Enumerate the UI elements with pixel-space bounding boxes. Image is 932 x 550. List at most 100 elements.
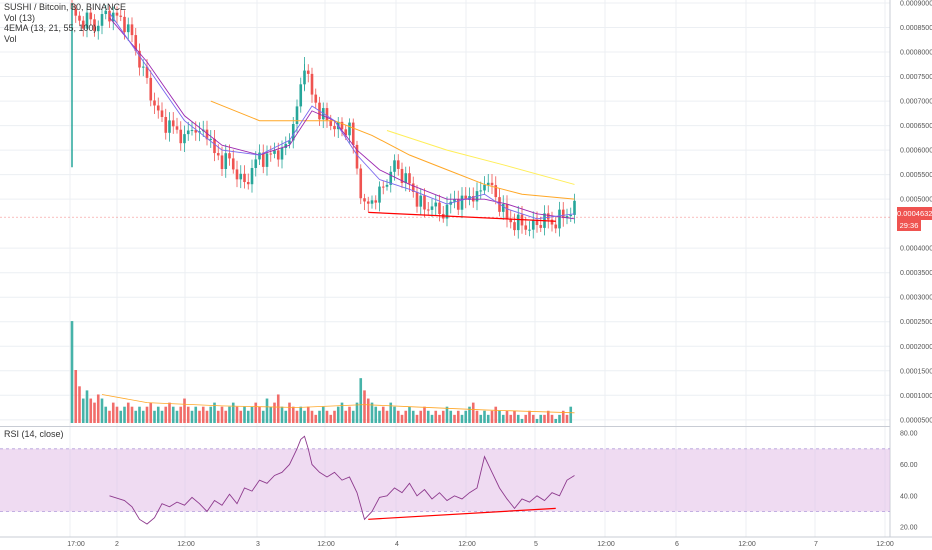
volume-bar-73 xyxy=(344,410,348,423)
rsi-legend[interactable]: RSI (14, close) xyxy=(4,429,64,439)
volume-bar-47 xyxy=(246,410,250,423)
candle-body-5 xyxy=(89,12,93,20)
volume-bar-64 xyxy=(310,410,314,423)
volume-bar-28 xyxy=(175,410,179,423)
volume-bar-23 xyxy=(156,406,160,423)
volume-bar-89 xyxy=(404,410,408,423)
candle-body-52 xyxy=(265,153,269,167)
candle-body-110 xyxy=(483,184,486,191)
candle-body-121 xyxy=(524,225,528,230)
volume-bar-33 xyxy=(194,406,198,423)
candle-body-79 xyxy=(366,201,370,204)
time-axis-label-5: 4 xyxy=(395,541,399,548)
candle-body-24 xyxy=(160,110,164,117)
candle-body-87 xyxy=(396,160,400,169)
volume-bar-100 xyxy=(445,406,449,423)
volume-bar-131 xyxy=(561,410,565,423)
candle-body-105 xyxy=(464,195,468,200)
candle-body-125 xyxy=(539,225,543,228)
candle-body-53 xyxy=(269,153,273,155)
volume-bar-98 xyxy=(438,414,441,423)
volume-bar-113 xyxy=(494,406,498,423)
candle-body-2 xyxy=(78,15,81,21)
ema-legend[interactable]: 4EMA (13, 21, 55, 100) xyxy=(4,23,97,33)
volume-bar-114 xyxy=(498,410,501,423)
volume-bar-45 xyxy=(239,410,243,423)
volume-bar-8 xyxy=(100,398,104,423)
candle-body-27 xyxy=(171,120,175,127)
volume-bar-29 xyxy=(179,406,183,423)
time-axis-label-12: 12:00 xyxy=(876,541,894,548)
candle-body-85 xyxy=(389,171,393,185)
volume-bar-54 xyxy=(273,402,276,423)
symbol-title[interactable]: SUSHI / Bitcoin, 30, BINANCE xyxy=(4,2,127,12)
candle-body-131 xyxy=(561,209,565,219)
candle-body-51 xyxy=(261,152,265,167)
price-axis-label-2: 0.0008000 xyxy=(900,50,932,57)
volume-bar-122 xyxy=(528,410,531,423)
volume-bar-44 xyxy=(235,406,239,423)
candle-body-49 xyxy=(254,159,258,168)
volume-bar-35 xyxy=(201,406,205,423)
volume-bar-108 xyxy=(475,410,479,423)
candle-body-81 xyxy=(374,200,378,203)
candle-body-29 xyxy=(179,129,183,144)
volume-bar-112 xyxy=(490,410,494,423)
volume-bar-72 xyxy=(340,402,344,423)
price-axis-label-6: 0.0006000 xyxy=(900,148,932,155)
volume-bar-18 xyxy=(138,406,141,423)
time-axis-label-0: 17:00 xyxy=(67,541,85,548)
price-axis-label-13: 0.0002500 xyxy=(900,319,932,326)
price-axis-label-4: 0.0007000 xyxy=(900,99,932,106)
volume-bar-58 xyxy=(288,402,291,423)
vol-legend[interactable]: Vol xyxy=(4,33,17,44)
volume-bar-86 xyxy=(393,406,396,423)
candle-body-23 xyxy=(156,105,160,111)
volume-bar-31 xyxy=(186,406,190,423)
candle-body-97 xyxy=(434,202,438,207)
volume-bar-38 xyxy=(213,402,216,423)
volume-bar-88 xyxy=(400,414,404,423)
candle-body-25 xyxy=(164,116,168,133)
volume-bar-110 xyxy=(483,410,486,423)
volume-bar-84 xyxy=(385,410,389,423)
candle-body-122 xyxy=(528,229,531,231)
candle-body-3 xyxy=(81,20,85,29)
rsi-axis-label-2: 40.00 xyxy=(900,493,918,500)
volume-bar-93 xyxy=(419,410,423,423)
volume-bar-111 xyxy=(486,414,490,423)
price-axis-label-8: 0.0005000 xyxy=(900,197,932,204)
candle-body-115 xyxy=(501,204,505,212)
price-axis-label-7: 0.0005500 xyxy=(900,172,932,179)
volume-legend[interactable]: Vol (13) xyxy=(4,12,36,23)
candle-body-46 xyxy=(243,173,246,183)
candle-body-123 xyxy=(531,219,535,230)
time-axis-label-7: 5 xyxy=(534,541,538,548)
candle-body-63 xyxy=(306,70,310,74)
chart-legend: SUSHI / Bitcoin, 30, BINANCE Vol (13) 4E… xyxy=(4,2,126,44)
time-axis-label-11: 7 xyxy=(814,541,818,548)
candle-body-116 xyxy=(505,204,509,219)
volume-bar-37 xyxy=(209,406,213,423)
candle-body-42 xyxy=(228,153,231,159)
candle-body-15 xyxy=(126,24,130,33)
volume-bar-25 xyxy=(164,406,168,423)
price-axis-label-16: 0.0001000 xyxy=(900,393,932,400)
candle-body-45 xyxy=(239,173,243,180)
candle-body-12 xyxy=(115,12,119,16)
candle-body-55 xyxy=(276,150,280,160)
candle-body-124 xyxy=(535,219,539,226)
volume-bar-119 xyxy=(516,414,520,423)
volume-bar-126 xyxy=(543,414,546,423)
volume-bar-133 xyxy=(569,406,573,423)
candle-body-112 xyxy=(490,182,494,186)
volume-bar-103 xyxy=(456,410,460,423)
volume-bar-80 xyxy=(370,402,374,423)
candle-body-14 xyxy=(123,16,126,33)
candle-body-32 xyxy=(190,130,194,132)
price-axis-label-14: 0.0002000 xyxy=(900,344,932,351)
volume-bar-130 xyxy=(558,414,561,423)
candle-body-37 xyxy=(209,138,213,140)
candle-body-93 xyxy=(419,195,423,207)
